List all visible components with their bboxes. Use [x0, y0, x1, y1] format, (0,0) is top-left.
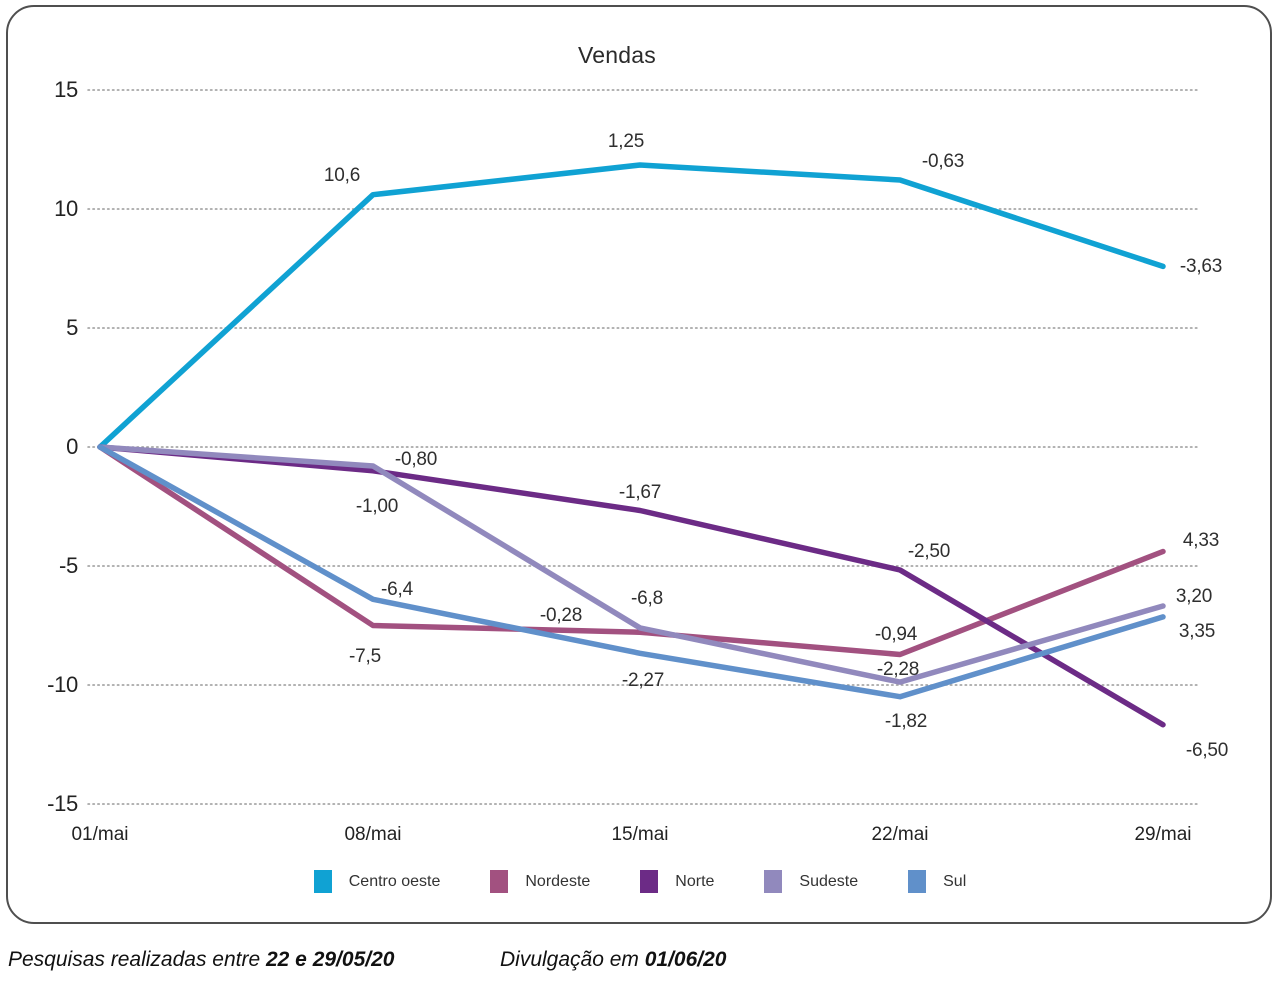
data-label-norte: -1,00	[355, 495, 399, 517]
data-label-centro-oeste: -3,63	[1179, 256, 1223, 278]
x-tick-label: 08/mai	[344, 824, 402, 845]
footer-release-date: 01/06/20	[644, 948, 727, 971]
x-tick-label: 01/mai	[71, 824, 129, 845]
y-tick-label: -15	[47, 791, 78, 816]
legend-swatch-icon	[313, 870, 332, 893]
data-label-centro-oeste: 10,6	[323, 164, 361, 186]
legend-label: Sul	[943, 872, 967, 890]
data-label-sudeste: -2,28	[876, 659, 920, 681]
legend-label: Centro oeste	[348, 872, 441, 890]
data-label-nordeste: 4,33	[1182, 530, 1220, 552]
series-line-sul	[97, 444, 1166, 700]
y-tick-label: 0	[66, 434, 78, 459]
legend-item-norte: Norte	[640, 870, 714, 893]
series-line-sudeste	[97, 444, 1166, 685]
footer-release-prefix: Divulgação em	[500, 948, 645, 971]
footer-release-note: Divulgação em 01/06/20	[500, 948, 726, 972]
data-label-centro-oeste: -0,63	[921, 150, 965, 172]
data-label-norte: -1,67	[618, 481, 662, 503]
y-tick-label: 15	[54, 77, 78, 102]
legend-item-sudeste: Sudeste	[764, 870, 858, 893]
legend-item-nordeste: Nordeste	[490, 870, 590, 893]
data-label-sudeste: -0,80	[394, 449, 438, 471]
chart-legend: Centro oeste Nordeste Norte Sudeste Sul	[0, 870, 1280, 893]
footer-survey-dates: 22 e 29/05/20	[265, 948, 395, 971]
data-label-sul: -2,27	[621, 670, 665, 692]
data-label-norte: -6,50	[1185, 739, 1229, 761]
y-tick-label: 10	[54, 196, 78, 221]
legend-swatch-icon	[764, 870, 783, 893]
y-tick-label: 5	[66, 315, 78, 340]
x-tick-label: 22/mai	[871, 824, 929, 845]
y-tick-label: -5	[59, 553, 78, 578]
legend-item-sul: Sul	[908, 870, 966, 893]
footer: Pesquisas realizadas entre 22 e 29/05/20…	[0, 948, 1280, 982]
legend-label: Sudeste	[799, 872, 859, 890]
series-line-centro-oeste	[97, 162, 1166, 450]
legend-swatch-icon	[490, 870, 509, 893]
y-tick-label: -10	[47, 672, 78, 697]
footer-survey-note: Pesquisas realizadas entre 22 e 29/05/20	[8, 948, 394, 972]
data-label-norte: -2,50	[907, 541, 951, 563]
data-label-nordeste: -0,94	[874, 623, 918, 645]
legend-swatch-icon	[908, 870, 927, 893]
chart-title: Vendas	[578, 42, 656, 68]
data-label-sudeste: -6,8	[631, 587, 663, 609]
data-label-sul: -1,82	[884, 710, 928, 732]
data-label-nordeste: -0,28	[539, 605, 583, 627]
data-label-sul: -6,4	[381, 579, 413, 601]
data-label-sudeste: 3,20	[1175, 585, 1213, 607]
data-label-centro-oeste: 1,25	[607, 130, 645, 152]
footer-survey-prefix: Pesquisas realizadas entre	[8, 948, 266, 971]
chart-card	[6, 5, 1272, 924]
legend-label: Norte	[675, 872, 715, 890]
x-tick-label: 29/mai	[1134, 824, 1192, 845]
data-label-sul: 3,35	[1178, 620, 1216, 642]
data-label-nordeste: -7,5	[349, 645, 381, 667]
x-tick-label: 15/mai	[611, 824, 669, 845]
legend-swatch-icon	[640, 870, 659, 893]
legend-label: Nordeste	[525, 872, 591, 890]
legend-item-centro-oeste: Centro oeste	[313, 870, 441, 893]
series-line-norte	[97, 444, 1166, 728]
